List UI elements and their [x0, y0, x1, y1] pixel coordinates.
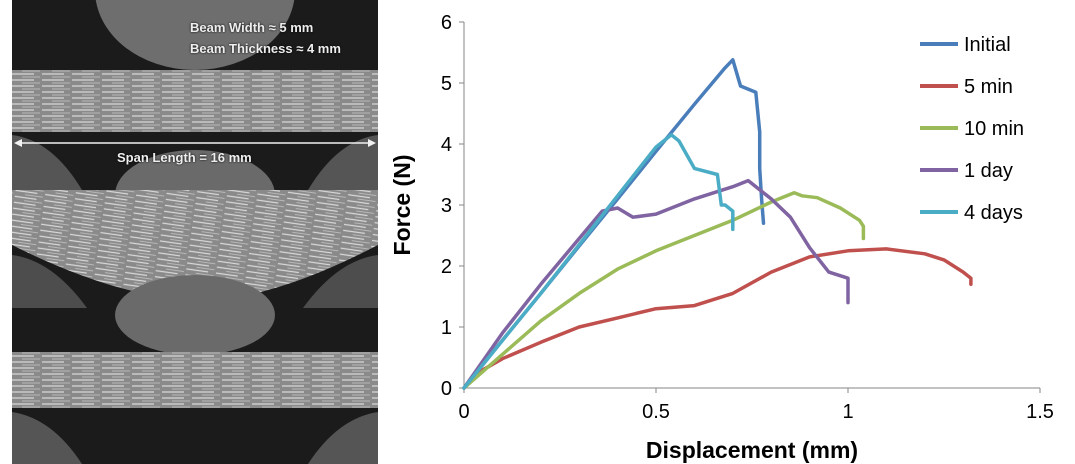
legend-label: 5 min: [964, 76, 1013, 98]
x-tick-label: 0.5: [642, 401, 670, 423]
y-tick-label: 6: [441, 12, 452, 34]
y-axis-title: Force (N): [389, 155, 415, 256]
beam-unloaded: [12, 352, 378, 408]
loading-nose-3: [115, 275, 275, 355]
series-line-2: [462, 191, 866, 390]
legend-label: 1 day: [964, 160, 1013, 182]
x-axis-title: Displacement (mm): [646, 437, 858, 463]
x-tick-label: 1: [842, 401, 853, 423]
legend-label: 10 min: [964, 118, 1024, 140]
series-line-0: [462, 58, 766, 390]
force-displacement-chart: 0 1 2 3 4 5 6 0 0.5 1 1.5 Displacement (mm) Force (N…: [380, 0, 1075, 464]
span-arrow-right-head: [368, 139, 376, 147]
x-tick-label: 1.5: [1026, 401, 1054, 423]
beam-width-caption: Beam Width ≈ 5 mm: [190, 20, 314, 35]
loading-nose: [95, 0, 295, 70]
y-tick-label: 4: [441, 134, 452, 156]
span-length-caption: Span Length = 16 mm: [117, 150, 252, 165]
beam-thickness-caption: Beam Thickness ≈ 4 mm: [190, 41, 341, 56]
y-tick-label: 1: [441, 317, 452, 339]
beam-photo-graphic: [12, 0, 378, 464]
support-left: [12, 135, 82, 190]
series-line-1: [462, 247, 973, 390]
series-line-4: [462, 133, 735, 390]
legend-label: 4 days: [964, 202, 1023, 224]
beam-bent: [12, 190, 378, 300]
support-left-2: [12, 255, 87, 308]
x-tick-label: 0: [458, 401, 469, 423]
support-right: [308, 135, 378, 190]
y-tick-label: 3: [441, 195, 452, 217]
series-line-3: [462, 178, 850, 390]
beam-test-photo: Beam Width ≈ 5 mm Beam Thickness ≈ 4 mm …: [12, 0, 378, 464]
y-tick-label: 5: [441, 73, 452, 95]
chart-canvas: 0 1 2 3 4 5 6 0 0.5 1 1.5 Displacement (mm) Force (N…: [389, 12, 1054, 463]
y-tick-label: 0: [441, 378, 452, 400]
support-right-2: [303, 255, 378, 308]
span-arrow-left-head: [14, 139, 22, 147]
legend-label: Initial: [964, 34, 1011, 56]
y-tick-label: 2: [441, 256, 452, 278]
support-right-3: [308, 412, 378, 464]
beam-undeformed: [12, 70, 378, 132]
support-left-3: [12, 412, 82, 464]
